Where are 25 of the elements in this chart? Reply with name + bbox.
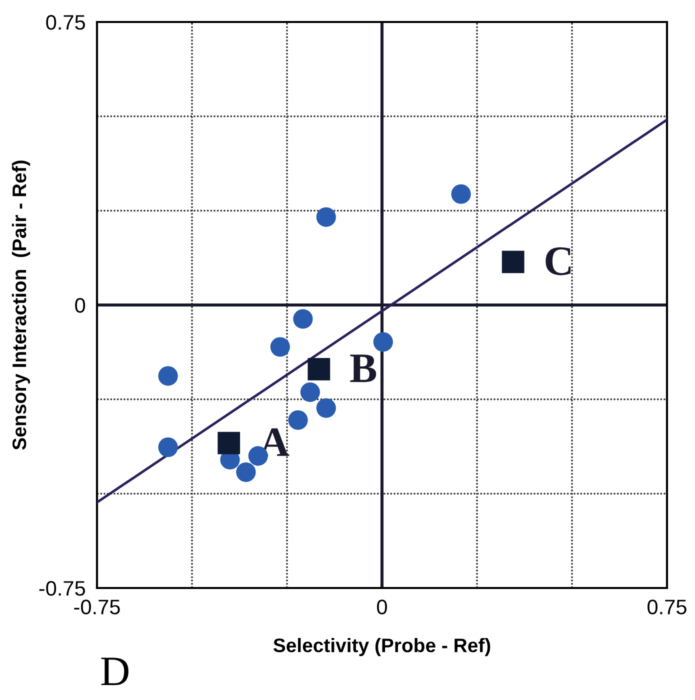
point bbox=[236, 462, 256, 482]
point bbox=[218, 432, 240, 454]
annotation: B bbox=[350, 354, 376, 382]
x-tick-label: 0.75 bbox=[648, 600, 686, 614]
point bbox=[502, 250, 524, 274]
point bbox=[270, 337, 290, 357]
y-axis-title: Sensory Interaction (Pair - Ref) bbox=[12, 160, 30, 450]
point bbox=[308, 358, 330, 380]
point bbox=[293, 309, 313, 329]
point bbox=[373, 332, 393, 352]
point bbox=[288, 410, 308, 430]
y-tick-label: 0.75 bbox=[46, 15, 86, 30]
x-axis-title: Selectivity (Probe - Ref) bbox=[273, 638, 490, 656]
annotation: C bbox=[546, 247, 571, 276]
point bbox=[316, 398, 336, 418]
text: D bbox=[101, 658, 128, 686]
x-tick-label: -0.75 bbox=[74, 600, 120, 614]
x-tick-label: 0 bbox=[377, 600, 387, 614]
y-tick-label: -0.75 bbox=[39, 581, 86, 596]
point bbox=[158, 366, 178, 386]
point bbox=[158, 437, 178, 458]
point bbox=[300, 382, 320, 402]
y-tick-label: 0 bbox=[75, 298, 86, 313]
point bbox=[316, 207, 336, 227]
point bbox=[451, 184, 471, 204]
